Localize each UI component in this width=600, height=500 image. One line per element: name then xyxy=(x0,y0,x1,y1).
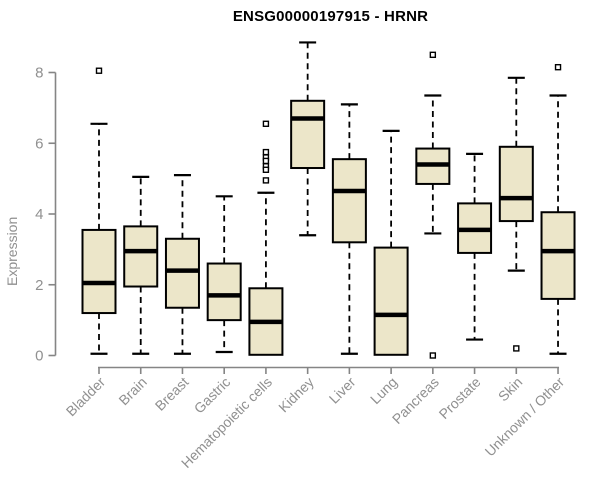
box-group-skin xyxy=(498,76,534,352)
y-tick-label: 6 xyxy=(35,135,43,152)
outlier-point xyxy=(429,51,437,59)
iqr-box xyxy=(164,237,200,309)
outlier-point xyxy=(513,345,520,352)
iqr-box xyxy=(290,99,326,170)
y-tick-label: 0 xyxy=(35,348,43,365)
x-tick-label-kidney: Kidney xyxy=(275,374,317,416)
iqr-box xyxy=(540,211,576,300)
x-tick-label-skin: Skin xyxy=(495,374,526,405)
y-tick-label: 8 xyxy=(35,65,43,82)
outlier-point xyxy=(262,120,270,127)
outlier-point xyxy=(262,148,270,156)
box-group-unknown-other xyxy=(540,63,576,355)
box-group-bladder xyxy=(81,67,117,355)
outlier-point xyxy=(262,177,270,184)
box-group-breast xyxy=(164,173,200,355)
box-group-lung xyxy=(373,129,409,356)
x-tick-label-unknown-other: Unknown / Other xyxy=(482,374,568,460)
outlier-point xyxy=(262,157,270,165)
box-group-kidney xyxy=(290,41,326,237)
x-tick-label-liver: Liver xyxy=(326,374,359,407)
x-tick-label-prostate: Prostate xyxy=(436,374,484,422)
x-tick-label-lung: Lung xyxy=(367,374,400,407)
iqr-box xyxy=(81,228,117,315)
box-group-brain xyxy=(123,175,159,355)
box-group-gastric xyxy=(206,195,242,354)
iqr-box xyxy=(206,262,242,322)
y-axis: 0 2 4 6 8 Expression xyxy=(4,65,57,365)
iqr-box xyxy=(498,145,534,223)
box-group-liver xyxy=(331,103,367,355)
outlier-point xyxy=(554,63,562,71)
box-group-prostate xyxy=(457,152,493,341)
iqr-box xyxy=(373,246,409,356)
y-axis-title: Expression xyxy=(4,217,20,286)
y-tick-label: 4 xyxy=(35,206,43,223)
outlier-point xyxy=(95,67,103,74)
x-tick-label-brain: Brain xyxy=(115,374,149,408)
iqr-box xyxy=(331,158,367,244)
box-group-pancreas xyxy=(415,51,451,359)
x-tick-label-bladder: Bladder xyxy=(63,374,109,420)
box-group-hematopoietic-cells xyxy=(248,120,284,356)
iqr-box xyxy=(123,225,159,288)
y-tick-label: 2 xyxy=(35,277,43,294)
chart-title: ENSG00000197915 - HRNR xyxy=(232,8,429,25)
outlier-point xyxy=(262,166,270,173)
x-tick-label-breast: Breast xyxy=(152,374,192,414)
outlier-point xyxy=(429,352,437,359)
